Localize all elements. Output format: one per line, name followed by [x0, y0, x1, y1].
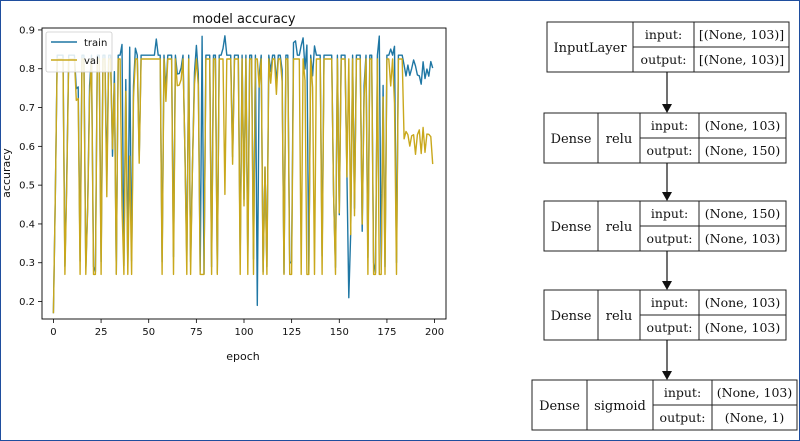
- input-shape: (None, 150): [705, 206, 780, 221]
- input-label: input:: [651, 295, 688, 310]
- x-tick-label: 175: [377, 327, 396, 338]
- output-shape: (None, 1): [725, 410, 785, 425]
- layer-type: Dense: [551, 220, 592, 235]
- y-tick-label: 0.7: [19, 103, 35, 114]
- output-label: output:: [647, 231, 693, 246]
- input-label: input:: [651, 206, 688, 221]
- input-label: input:: [664, 385, 701, 400]
- layer-type: Dense: [551, 309, 592, 324]
- layer-type: Dense: [551, 132, 592, 147]
- input-shape: (None, 103): [705, 118, 780, 133]
- legend-label-train: train: [84, 38, 107, 49]
- x-axis-ticks: 0 25 50 75 100 125 150 175 200: [50, 319, 444, 338]
- input-label: input:: [651, 118, 688, 133]
- output-label: output:: [647, 320, 693, 335]
- layer-1: Dense relu input: output: (None, 103) (None, …: [543, 112, 787, 164]
- y-axis-label: accuracy: [0, 148, 13, 198]
- output-label: output:: [660, 410, 706, 425]
- x-tick-label: 0: [50, 327, 56, 338]
- x-axis-label: epoch: [226, 350, 260, 363]
- series-group: [52, 35, 434, 314]
- layer-activation: sigmoid: [594, 399, 646, 414]
- input-shape: (None, 103): [705, 295, 780, 310]
- y-tick-label: 0.4: [19, 219, 35, 230]
- arrowhead-icon: [662, 192, 672, 201]
- layer-2: Dense relu input: output: (None, 150) (None, …: [543, 200, 787, 252]
- y-axis-ticks: 0.2 0.3 0.4 0.5 0.6 0.7 0.8 0.9: [19, 25, 42, 308]
- output-shape: [(None, 103)]: [699, 52, 784, 67]
- chart-title: model accuracy: [192, 12, 296, 27]
- arrowhead-icon: [662, 104, 672, 113]
- x-tick-label: 125: [282, 327, 301, 338]
- x-tick-label: 75: [190, 327, 203, 338]
- x-tick-label: 150: [330, 327, 349, 338]
- input-shape: (None, 103): [717, 385, 792, 400]
- layer-type: Dense: [539, 399, 580, 414]
- y-tick-label: 0.9: [19, 25, 35, 36]
- layer-activation: relu: [606, 309, 632, 324]
- y-tick-label: 0.2: [19, 297, 35, 308]
- layer-activation: relu: [606, 132, 632, 147]
- output-shape: (None, 103): [705, 231, 780, 246]
- arrowhead-icon: [662, 371, 672, 380]
- x-tick-label: 200: [425, 327, 444, 338]
- y-tick-label: 0.6: [19, 142, 35, 153]
- output-shape: (None, 103): [705, 320, 780, 335]
- legend: train val: [45, 31, 113, 73]
- layer-type: InputLayer: [553, 41, 627, 56]
- y-tick-label: 0.5: [19, 181, 35, 192]
- layer-3: Dense relu input: output: (None, 103) (None, …: [543, 289, 787, 341]
- output-shape: (None, 150): [705, 143, 780, 158]
- x-tick-label: 25: [95, 327, 108, 338]
- output-label: output:: [647, 143, 693, 158]
- x-tick-label: 50: [142, 327, 155, 338]
- legend-label-val: val: [84, 56, 99, 67]
- y-tick-label: 0.8: [19, 64, 35, 75]
- layer-0: InputLayer input: output: [(None, 103)] [(No…: [546, 21, 790, 73]
- val-line: [52, 58, 434, 314]
- input-shape: [(None, 103)]: [699, 27, 784, 42]
- input-label: input:: [645, 27, 682, 42]
- x-tick-label: 100: [234, 327, 253, 338]
- layer-activation: relu: [606, 220, 632, 235]
- layer-4: Dense sigmoid input: output: (None, 103) (Non…: [531, 379, 798, 431]
- y-tick-label: 0.3: [19, 258, 35, 269]
- output-label: output:: [641, 52, 687, 67]
- arrowhead-icon: [662, 281, 672, 290]
